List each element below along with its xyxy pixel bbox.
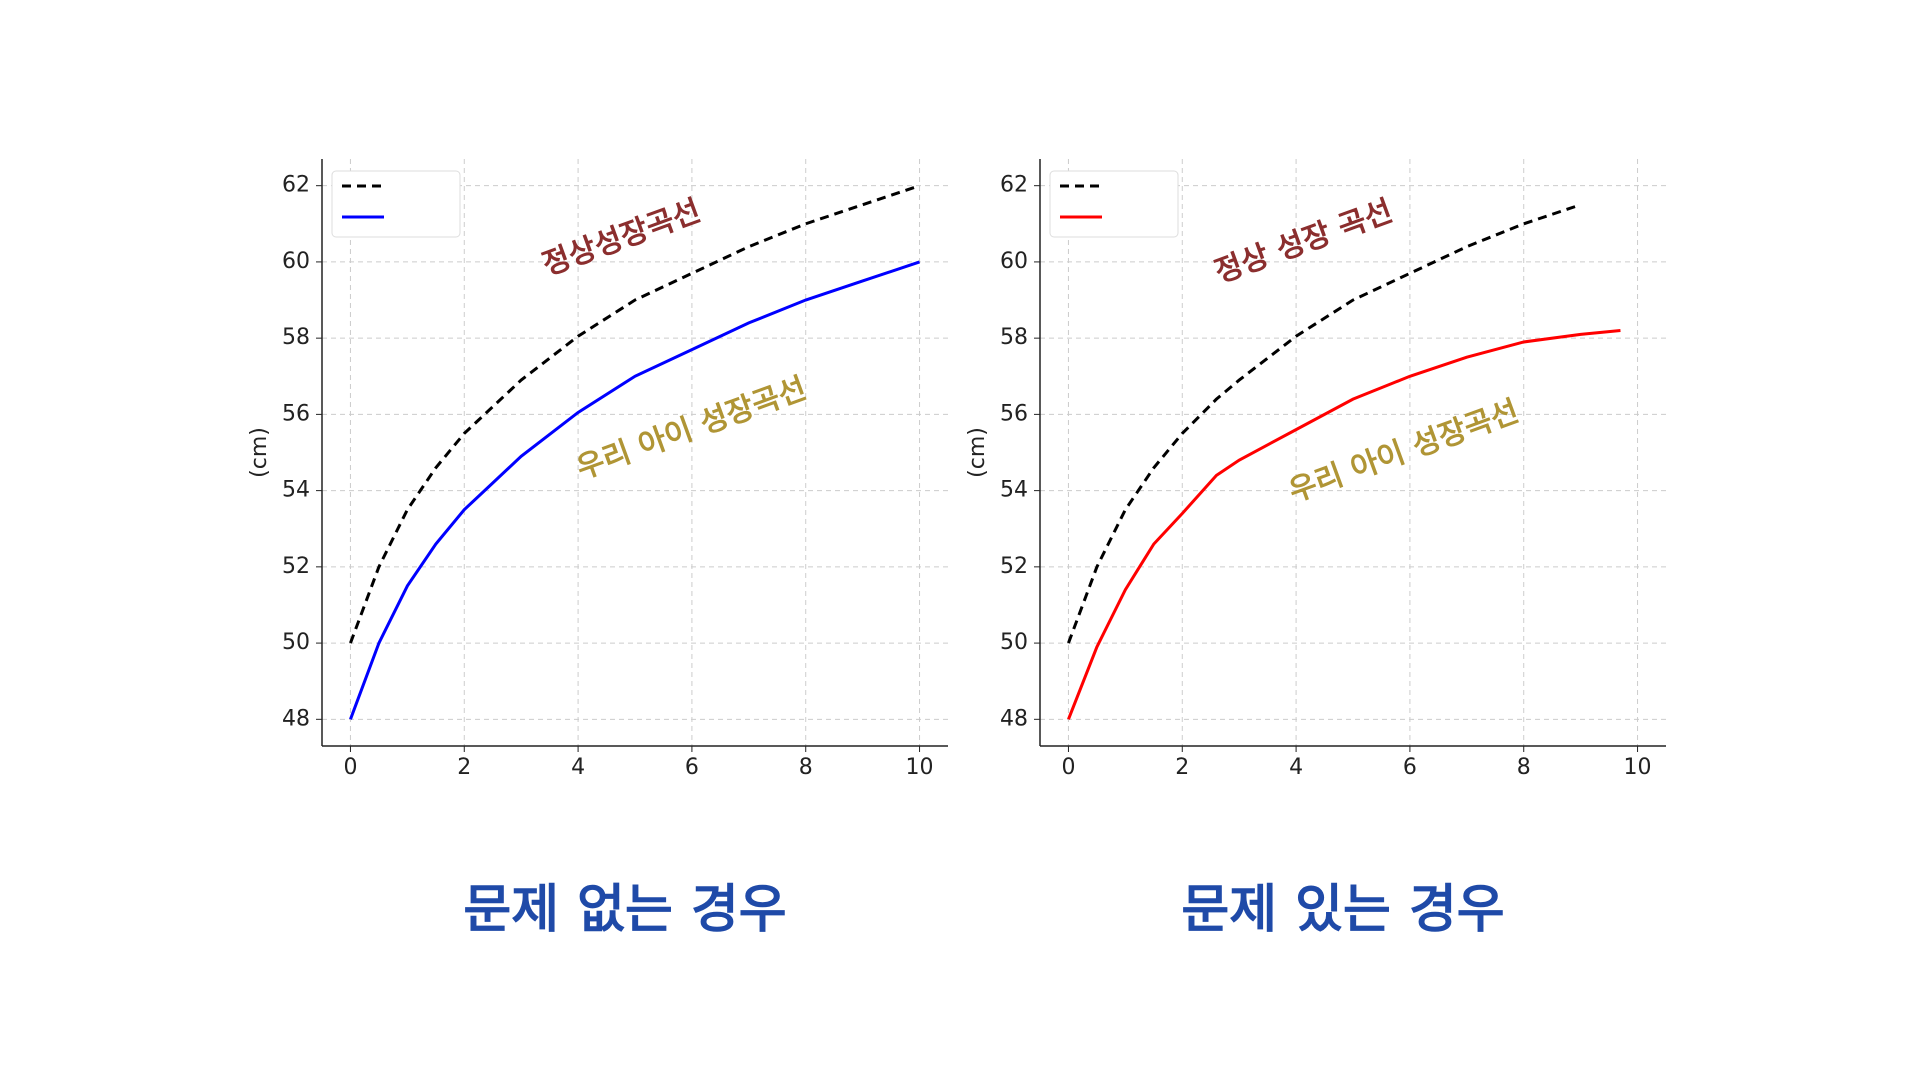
series-line (349, 260, 921, 720)
series-line (1067, 329, 1621, 720)
x-tick-label: 10 (1624, 755, 1652, 780)
y-tick-label: 56 (282, 401, 310, 426)
y-tick-label: 56 (1000, 401, 1028, 426)
y-tick-label: 52 (1000, 554, 1028, 579)
x-tick-label: 6 (685, 755, 699, 780)
caption: 문제 없는 경우 (463, 880, 786, 940)
legend-box (1049, 170, 1179, 238)
x-tick-label: 0 (343, 755, 357, 780)
y-tick-label: 62 (282, 173, 310, 198)
y-tick-label: 58 (282, 325, 310, 350)
y-tick-label: 48 (282, 706, 310, 731)
x-tick-label: 4 (571, 755, 585, 780)
series-line (349, 184, 921, 644)
y-tick-label: 60 (1000, 249, 1028, 274)
x-tick-label: 6 (1403, 755, 1417, 780)
y-tick-label: 48 (1000, 706, 1028, 731)
y-tick-label: 52 (282, 554, 310, 579)
y-tick-label: 62 (1000, 173, 1028, 198)
x-tick-label: 2 (457, 755, 471, 780)
legend-box (331, 170, 461, 238)
annotation: 정상성장곡선 (538, 193, 706, 283)
y-tick-label: 50 (282, 630, 310, 655)
y-tick-label: 54 (1000, 478, 1028, 503)
y-tick-label: 60 (282, 249, 310, 274)
annotation: 정상 성장 곡선 (1210, 194, 1397, 291)
annotation: 우리 아이 성장곡선 (1284, 394, 1523, 510)
x-tick-label: 8 (1517, 755, 1531, 780)
x-tick-label: 0 (1061, 755, 1075, 780)
series-line (1067, 203, 1582, 644)
x-tick-label: 8 (799, 755, 813, 780)
x-tick-label: 10 (906, 755, 934, 780)
x-tick-label: 4 (1289, 755, 1303, 780)
y-axis-label: (cm) (247, 427, 272, 478)
x-tick-label: 2 (1175, 755, 1189, 780)
y-tick-label: 50 (1000, 630, 1028, 655)
caption: 문제 있는 경우 (1181, 880, 1504, 940)
y-tick-label: 54 (282, 478, 310, 503)
y-tick-label: 58 (1000, 325, 1028, 350)
y-axis-label: (cm) (965, 427, 990, 478)
